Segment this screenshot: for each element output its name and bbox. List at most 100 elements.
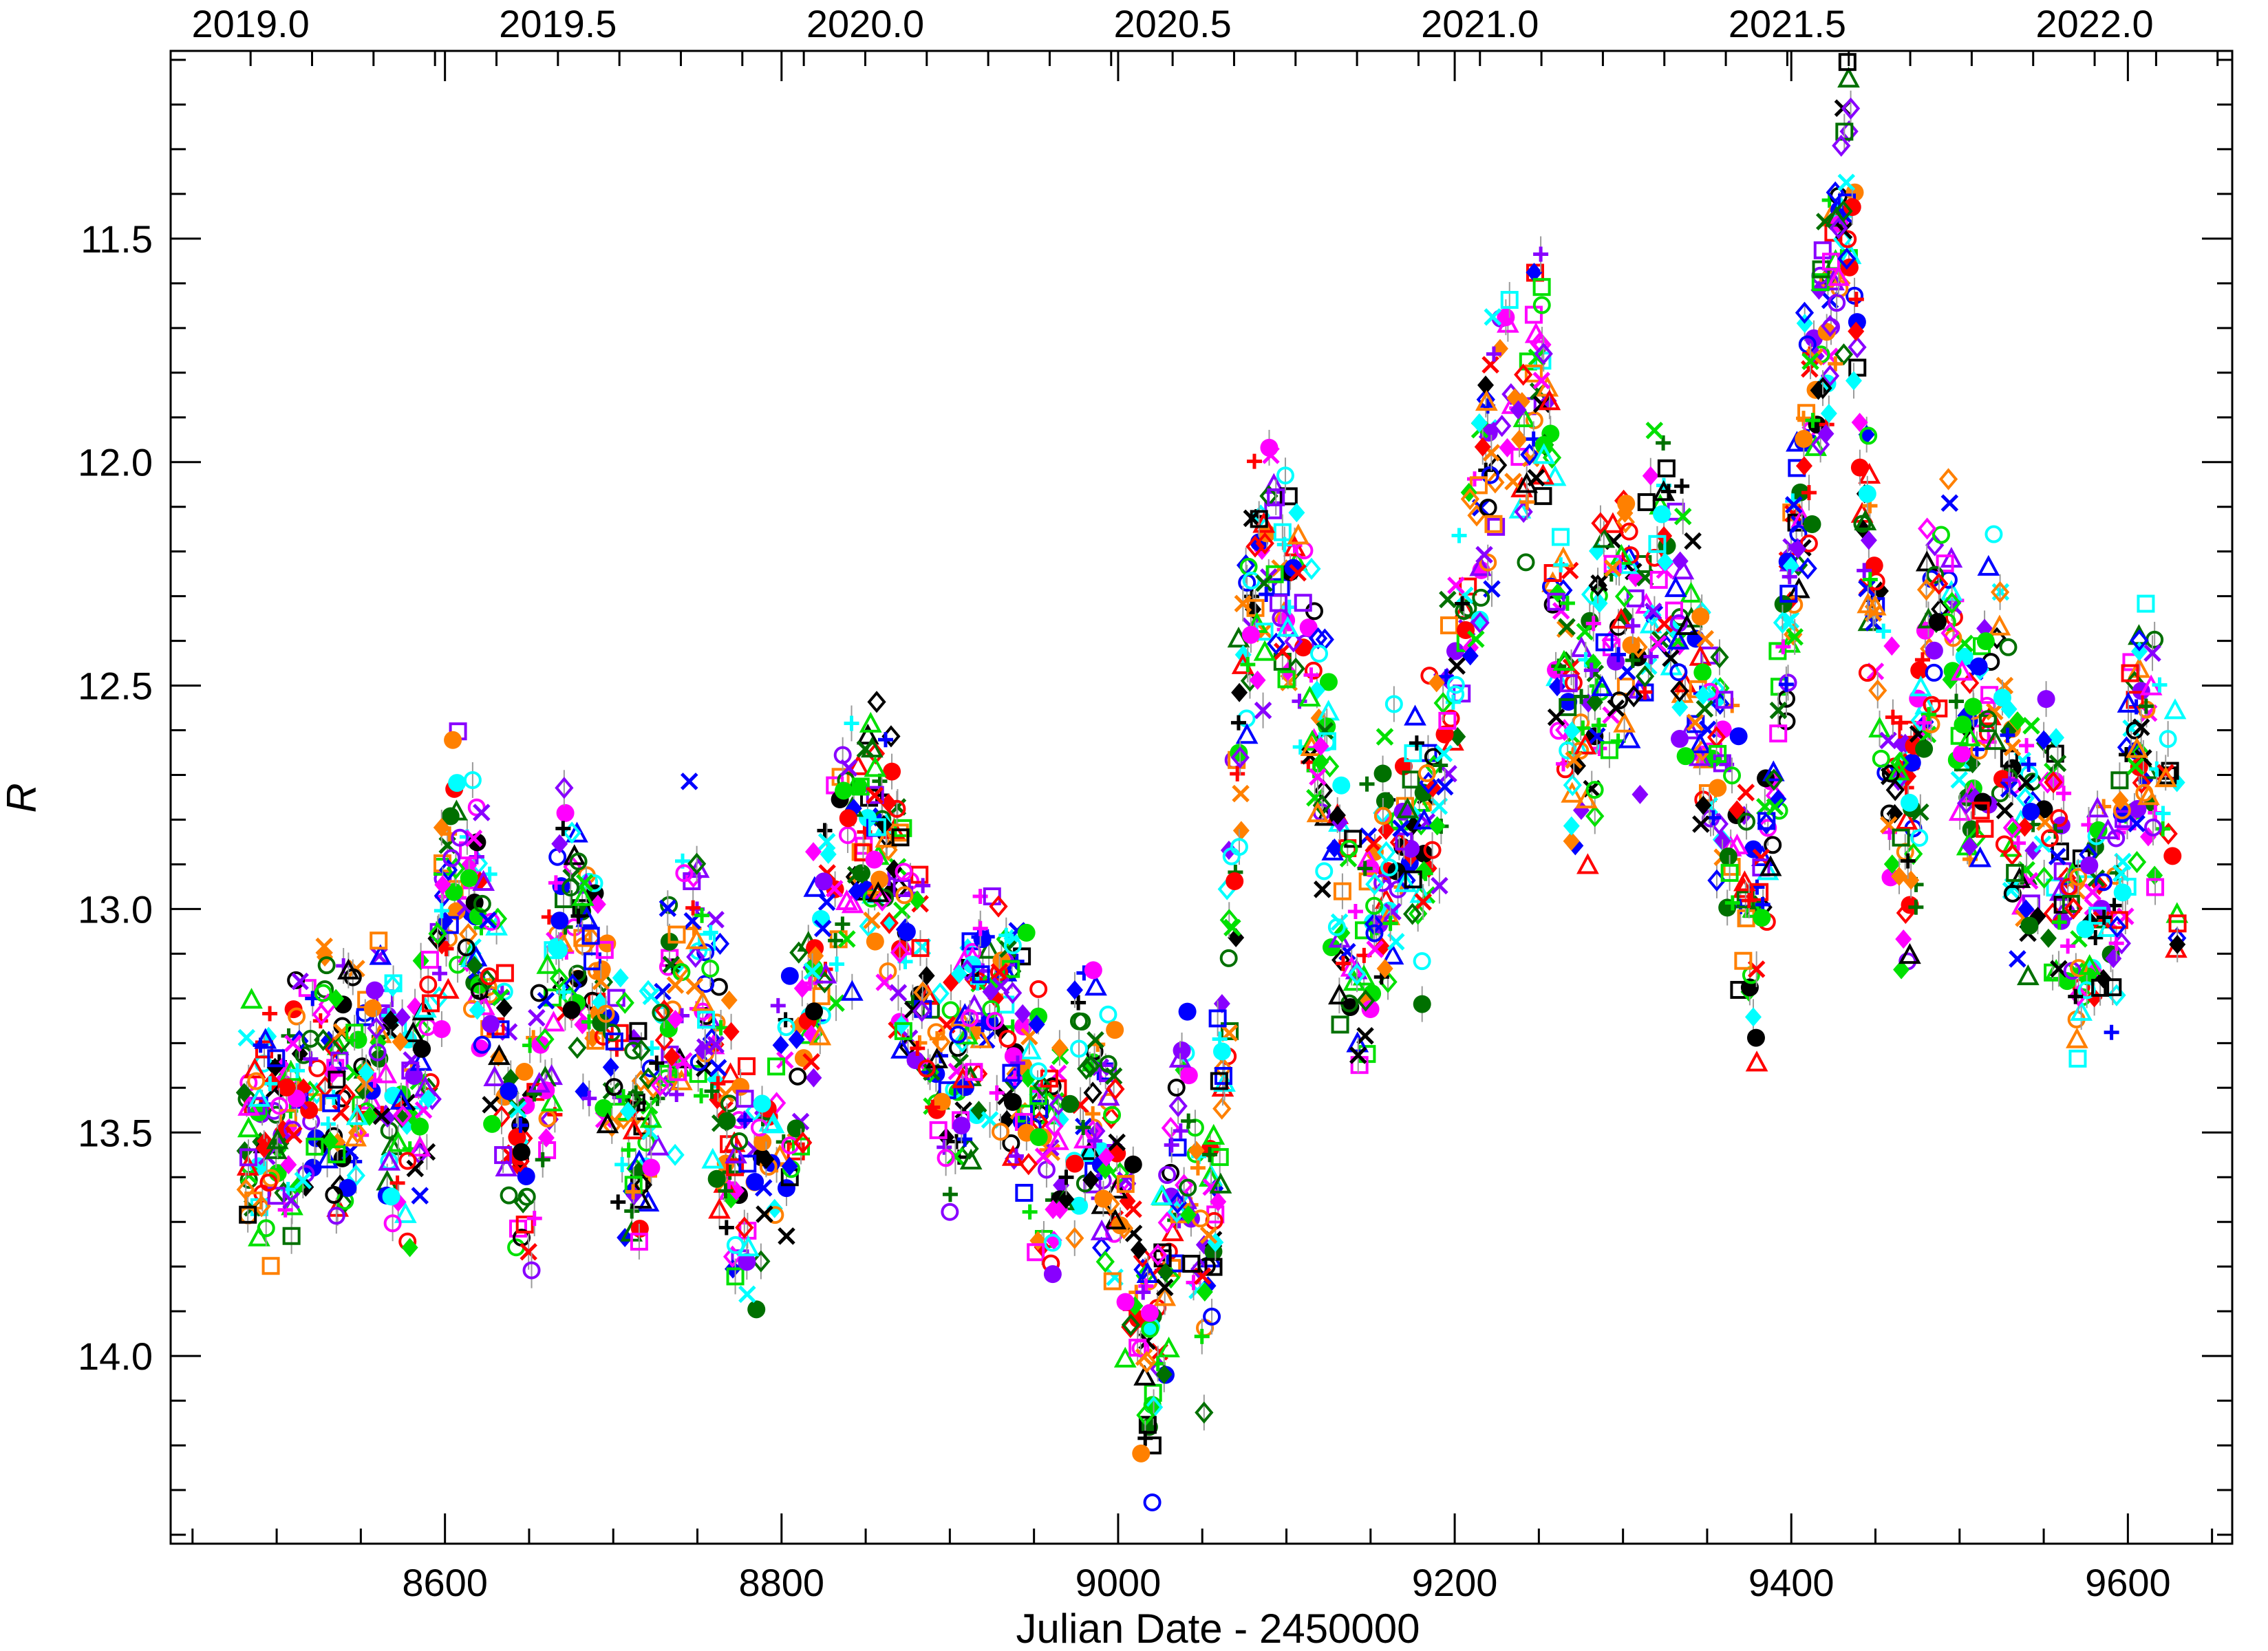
data-point (1108, 1133, 1126, 1152)
data-point (1045, 1200, 1062, 1220)
data-point (1310, 645, 1329, 663)
data-point (1986, 702, 2004, 721)
data-point (394, 1202, 417, 1223)
data-point (1729, 800, 1746, 820)
data-point (1366, 940, 1384, 958)
data-point (1359, 776, 1375, 792)
data-point (575, 1081, 592, 1101)
data-point (248, 1086, 271, 1107)
data-point (1990, 581, 2010, 603)
data-point (581, 1090, 597, 1106)
data-point (781, 1156, 798, 1176)
axis-ticks (171, 51, 2232, 1544)
data-point (1195, 1401, 1214, 1424)
x-tick-label: 9200 (1412, 1561, 1498, 1604)
data-point (639, 1107, 663, 1128)
data-point (1414, 893, 1432, 911)
data-point (2050, 809, 2068, 828)
data-point (707, 1169, 726, 1188)
data-point (1629, 636, 1648, 658)
data-point (1684, 532, 1702, 550)
data-point (1212, 1097, 1232, 1120)
data-point (445, 799, 468, 821)
data-point (735, 1216, 754, 1239)
data-point (1524, 322, 1548, 343)
data-point (1938, 468, 1958, 490)
data-point (746, 1172, 764, 1191)
data-point (1674, 478, 1690, 494)
data-point (1455, 596, 1470, 612)
data-point (650, 1090, 665, 1106)
data-point (1376, 959, 1393, 979)
data-point (494, 1146, 513, 1165)
data-point (1561, 781, 1584, 803)
data-point (952, 1116, 971, 1135)
data-point (1356, 989, 1376, 1012)
data-point (1029, 1128, 1048, 1147)
data-point (1220, 1022, 1239, 1041)
data-point (694, 907, 710, 923)
data-point (482, 1015, 500, 1033)
data-point (839, 809, 857, 828)
data-point (1775, 639, 1791, 655)
data-point (1798, 557, 1817, 580)
data-point (535, 1152, 550, 1167)
data-point (605, 1032, 623, 1050)
data-point (1908, 899, 1924, 915)
data-point (1143, 1493, 1162, 1511)
data-point (2060, 938, 2076, 954)
data-point (1996, 801, 2014, 819)
data-point (778, 1227, 795, 1245)
data-point (382, 1187, 400, 1206)
data-point (1179, 1205, 1197, 1225)
data-point (1558, 618, 1576, 636)
data-point (1500, 290, 1519, 309)
data-point (365, 981, 384, 1000)
data-point (555, 777, 574, 799)
data-point (1534, 487, 1552, 506)
data-point (1834, 343, 1854, 366)
data-point (328, 1145, 346, 1164)
data-point (875, 973, 893, 991)
data-point (394, 1007, 411, 1027)
data-point (1843, 197, 1861, 216)
data-point (1429, 816, 1446, 836)
data-point (1848, 292, 1864, 307)
data-point (419, 975, 438, 994)
data-point (1969, 657, 1988, 676)
data-point (389, 1175, 405, 1191)
data-point (663, 1047, 681, 1067)
data-point (1124, 1200, 1142, 1218)
data-point (636, 1190, 660, 1212)
x-tick-label: 8800 (739, 1561, 825, 1604)
data-point (926, 1047, 948, 1068)
data-point (383, 1214, 402, 1233)
data-point (992, 1021, 1009, 1041)
data-point (770, 997, 786, 1013)
data-point (643, 1076, 663, 1099)
data-point (1376, 792, 1394, 810)
data-point (1138, 1416, 1157, 1434)
data-point (941, 1001, 960, 1019)
data-point (1255, 532, 1274, 554)
data-point (897, 922, 916, 941)
data-point (970, 1027, 993, 1048)
data-point (442, 849, 461, 867)
data-point (500, 1186, 518, 1205)
data-point (473, 803, 491, 821)
data-point (1520, 443, 1539, 466)
data-point (1936, 554, 1954, 573)
data-point (1925, 641, 1943, 660)
data-point (1890, 751, 1909, 774)
data-point (409, 1050, 433, 1071)
data-point (1984, 729, 2007, 751)
data-point (1162, 1187, 1180, 1206)
data-point (1392, 819, 1410, 837)
data-point (1202, 1147, 1218, 1163)
data-point (367, 1017, 386, 1039)
data-point (270, 1132, 290, 1154)
data-point (332, 1103, 350, 1122)
data-point (1645, 421, 1664, 440)
data-point (1552, 649, 1576, 671)
data-point (1179, 1178, 1197, 1197)
